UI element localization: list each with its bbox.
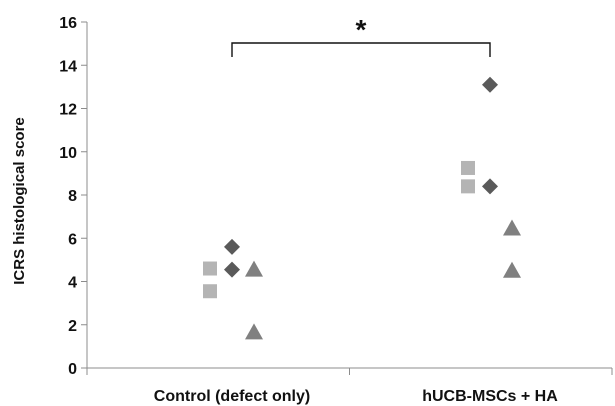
data-point-triangle	[503, 261, 521, 278]
y-tick-label: 10	[59, 145, 77, 162]
y-tick-label: 8	[68, 188, 77, 205]
data-point-diamond	[482, 76, 498, 93]
data-point-square	[461, 179, 475, 194]
y-tick-label: 16	[59, 15, 77, 32]
data-point-square	[461, 160, 475, 175]
data-point-diamond	[224, 261, 240, 278]
y-tick-label: 12	[59, 102, 77, 119]
y-tick-label: 2	[68, 318, 77, 335]
significance-bracket: *	[231, 14, 491, 57]
y-tick-label: 14	[59, 58, 77, 75]
y-tick-label: 0	[68, 361, 77, 378]
x-tick-label: hUCB-MSCs + HA	[422, 388, 558, 405]
x-tick-label: Control (defect only)	[154, 388, 310, 405]
axes	[86, 22, 612, 369]
data-point-square	[203, 284, 217, 299]
data-point-diamond	[224, 238, 240, 255]
y-tick-label: 6	[68, 231, 77, 248]
y-tick-label: 4	[68, 275, 77, 292]
data-point-diamond	[482, 178, 498, 195]
y-axis-label: ICRS histological score	[11, 117, 28, 285]
data-point-triangle	[503, 219, 521, 236]
significance-bracket-line	[231, 42, 491, 57]
x-ticks: Control (defect only) hUCB-MSCs + HA	[86, 368, 613, 405]
data-point-triangle	[245, 323, 263, 340]
data-points	[203, 76, 521, 340]
y-ticks: 0 2 4 6 8 10 12 14 16	[59, 15, 87, 378]
significance-star: *	[356, 14, 367, 45]
data-point-triangle	[245, 260, 263, 277]
data-point-square	[203, 261, 217, 276]
